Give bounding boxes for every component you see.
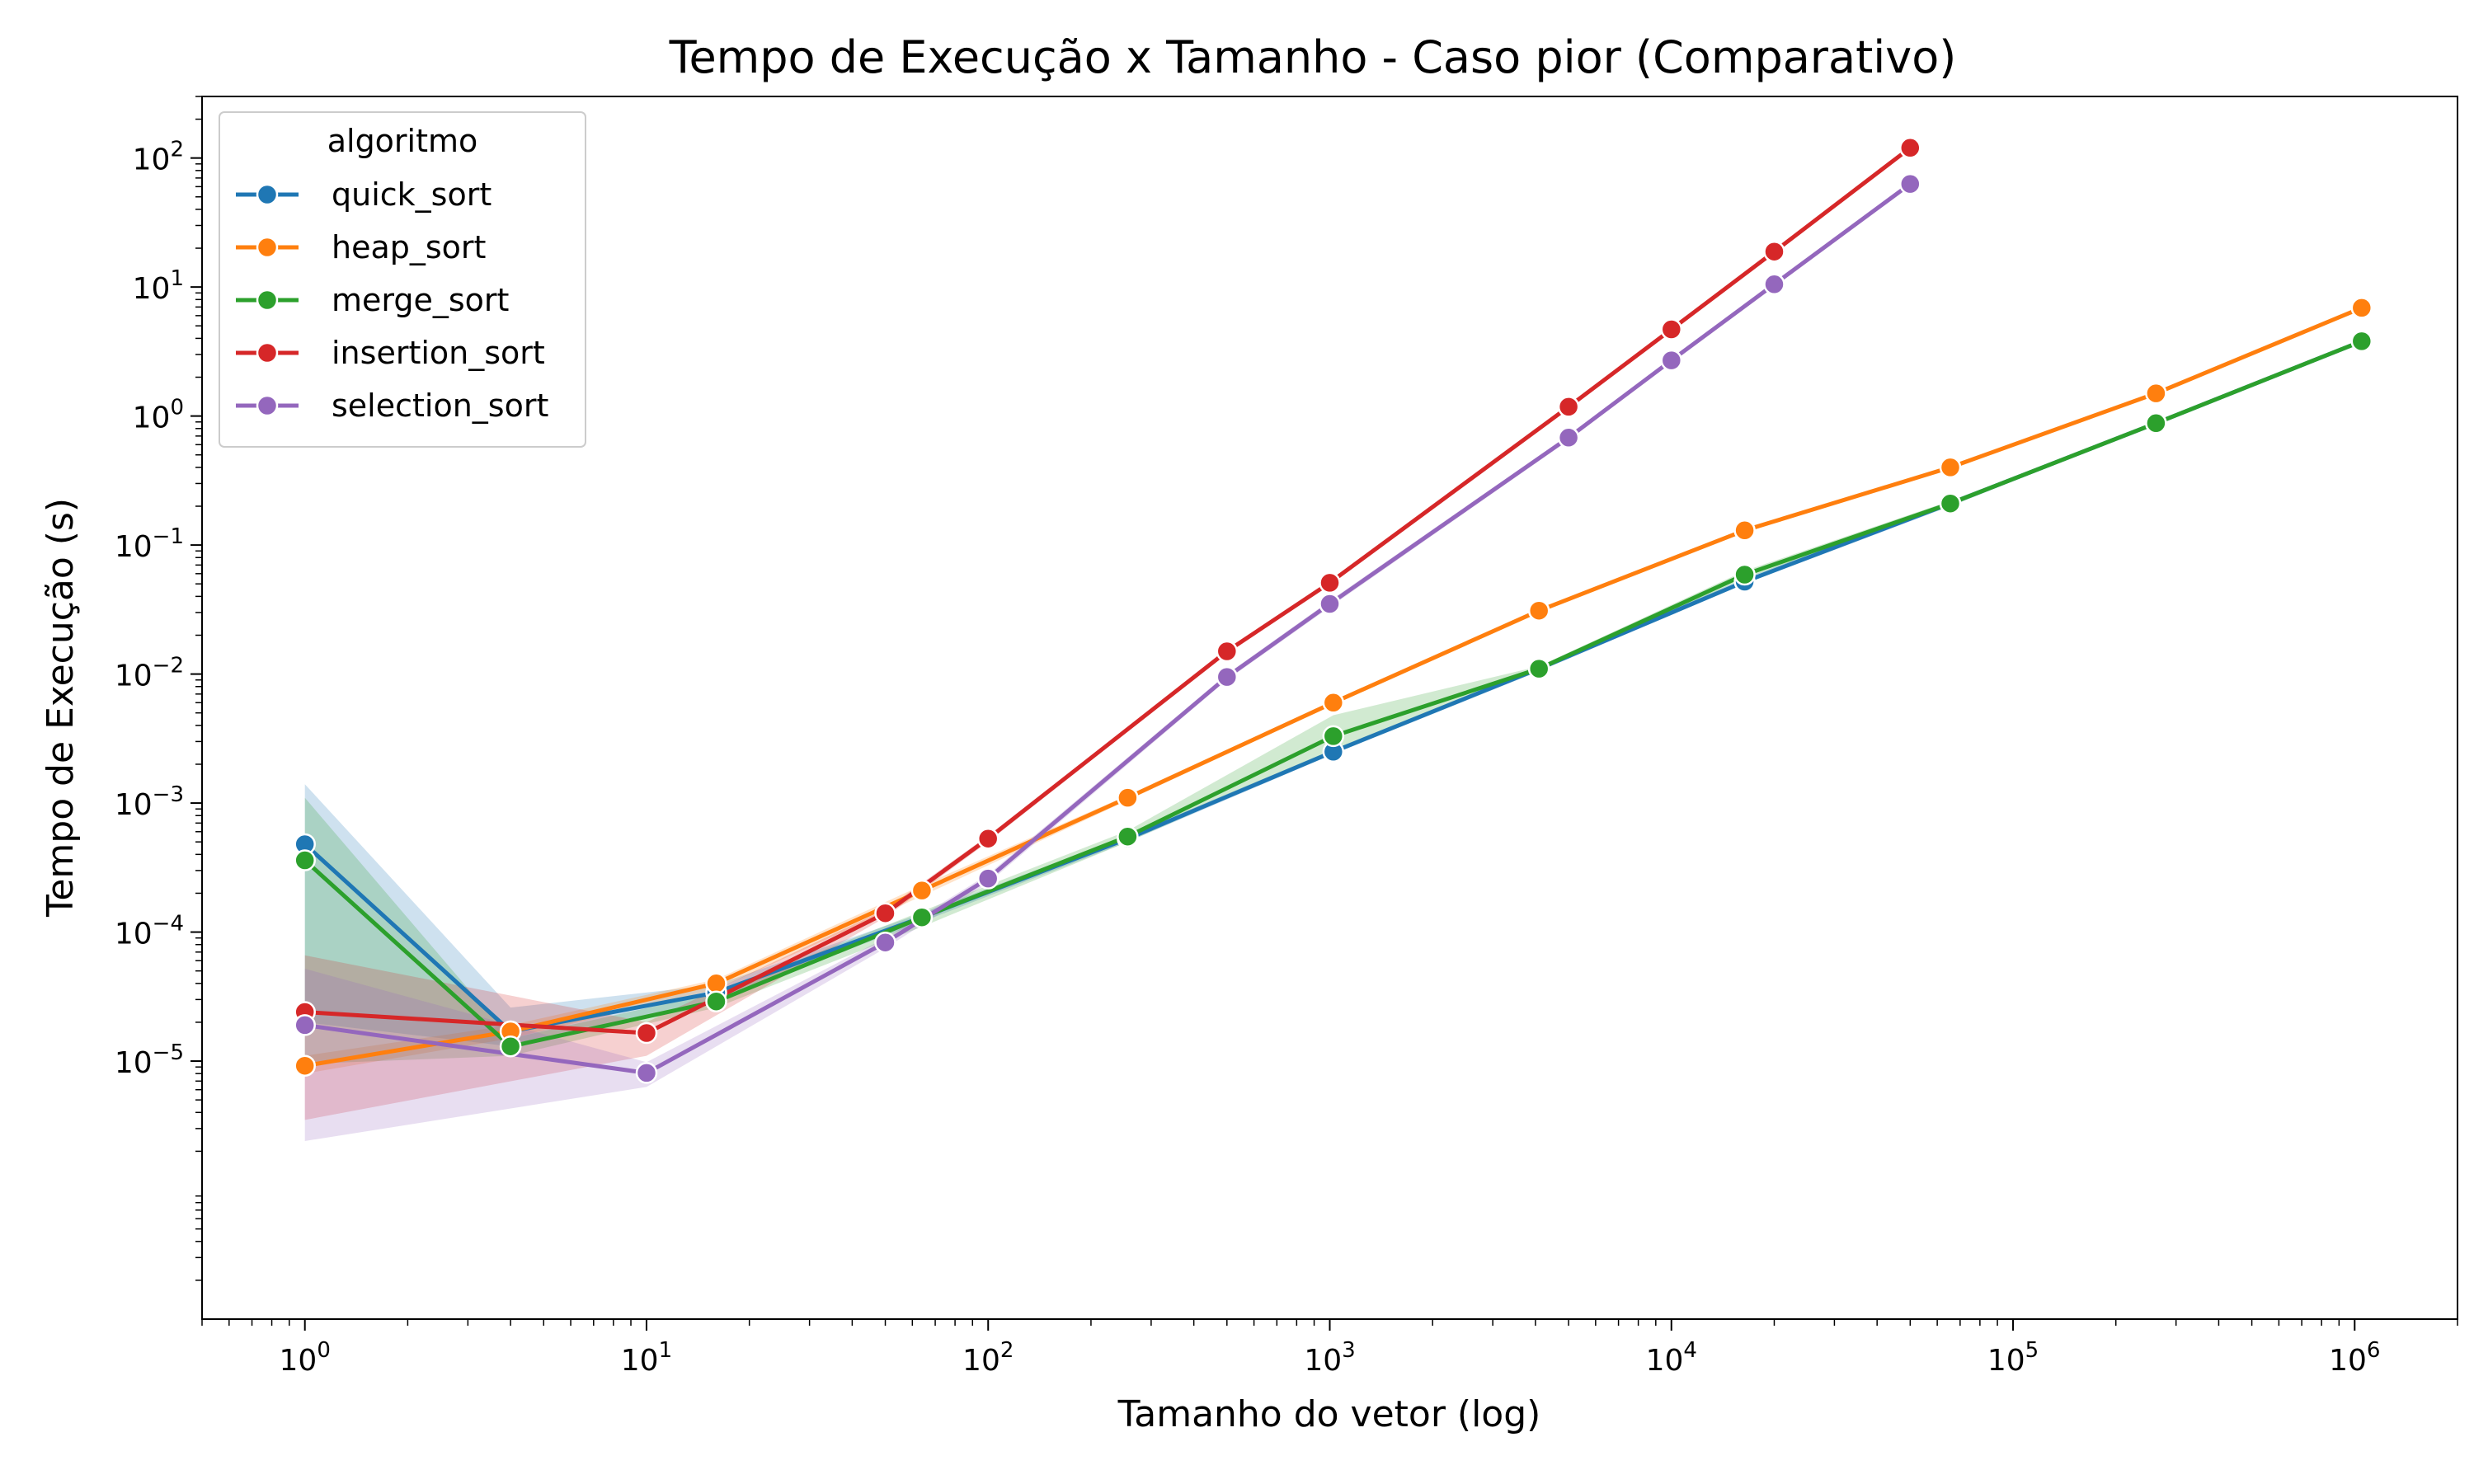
data-point-selection_sort [1660,349,1683,372]
legend-marker [256,183,279,206]
data-point-insertion_sort [1557,396,1580,418]
data-point-merge_sort [294,849,316,871]
data-point-insertion_sort [1763,240,1785,263]
x-axis-label: Tamanho do vetor (log) [1117,1393,1541,1435]
x-axis: 100 101 102 103 104 105 106 [201,1319,2458,1378]
y-tick-label: 102 [133,138,184,177]
data-point-selection_sort [294,1014,316,1036]
x-tick-label: 103 [1304,1338,1355,1378]
legend-label: merge_sort [332,282,509,318]
data-point-insertion_sort [1216,640,1239,663]
data-point-insertion_sort [635,1021,658,1045]
y-axis-label: Tempo de Execução (s) [40,498,82,918]
x-tick-label: 102 [962,1338,1014,1378]
legend-box [219,111,586,448]
data-point-selection_sort [1216,665,1239,688]
data-point-heap_sort [705,972,727,995]
data-point-selection_sort [1899,172,1921,195]
data-point-selection_sort [874,931,896,954]
x-tick-label: 104 [1646,1338,1697,1378]
legend-marker [256,289,279,312]
legend-label: insertion_sort [332,335,545,371]
x-tick-label: 101 [621,1338,672,1378]
legend-marker [256,394,279,417]
legend-label: quick_sort [332,176,492,213]
y-tick-label: 100 [133,396,184,435]
data-point-heap_sort [1733,519,1756,542]
y-tick-label: 101 [133,266,184,306]
chart-title: Tempo de Execução x Tamanho - Caso pior … [669,31,1957,83]
data-point-merge_sort [1733,563,1756,586]
y-tick-label: 10−1 [115,524,184,564]
data-point-merge_sort [705,990,727,1012]
data-point-heap_sort [2145,382,2167,405]
legend-item-merge_sort: merge_sort [236,282,509,318]
legend-item-heap_sort: heap_sort [236,229,486,265]
ci-band-selection_sort [304,181,1911,1141]
data-point-heap_sort [1939,456,1962,479]
legend-marker [256,341,279,364]
legend-marker [256,236,279,259]
data-point-merge_sort [910,906,934,928]
data-point-heap_sort [294,1054,316,1077]
data-point-selection_sort [976,867,999,890]
data-point-selection_sort [635,1062,658,1084]
data-point-merge_sort [1117,825,1139,848]
data-point-merge_sort [2350,330,2373,353]
legend-title: algoritmo [327,123,478,159]
data-point-selection_sort [1557,426,1580,449]
legend: algoritmo quick_sort heap_sort merge_sortin… [219,111,586,448]
data-point-merge_sort [2145,412,2167,434]
x-tick-label: 106 [2329,1338,2380,1378]
data-point-insertion_sort [1319,571,1341,594]
data-point-heap_sort [910,879,934,902]
data-point-heap_sort [2350,297,2373,319]
data-point-merge_sort [1527,657,1550,680]
series-line-selection_sort [304,182,1912,1075]
data-point-insertion_sort [1899,137,1921,159]
series-line-insertion_sort [304,146,1912,1036]
y-tick-label: 10−5 [115,1040,184,1080]
data-point-insertion_sort [874,902,896,924]
data-point-insertion_sort [1660,318,1683,340]
x-tick-label: 105 [1987,1338,2039,1378]
x-tick-label: 100 [280,1338,331,1378]
legend-item-quick_sort: quick_sort [236,176,492,213]
y-tick-label: 10−3 [115,782,184,822]
plot-area [294,137,2373,1141]
data-point-heap_sort [1322,692,1345,714]
data-point-merge_sort [1939,492,1962,514]
data-point-heap_sort [1117,787,1139,809]
legend-label: selection_sort [332,387,548,424]
legend-label: heap_sort [332,229,486,265]
data-point-selection_sort [1319,593,1341,615]
data-point-merge_sort [1322,725,1345,748]
data-point-insertion_sort [976,827,999,850]
y-axis: 10−5 10−4 10−3 10−2 10−1 100 101 102 [115,96,202,1281]
legend-item-selection_sort: selection_sort [236,387,548,424]
data-point-selection_sort [1763,273,1785,296]
y-tick-label: 10−2 [115,654,184,693]
data-point-merge_sort [499,1035,522,1058]
data-point-heap_sort [1527,599,1550,622]
y-tick-label: 10−4 [115,912,184,951]
legend-item-insertion_sort: insertion_sort [236,335,545,371]
